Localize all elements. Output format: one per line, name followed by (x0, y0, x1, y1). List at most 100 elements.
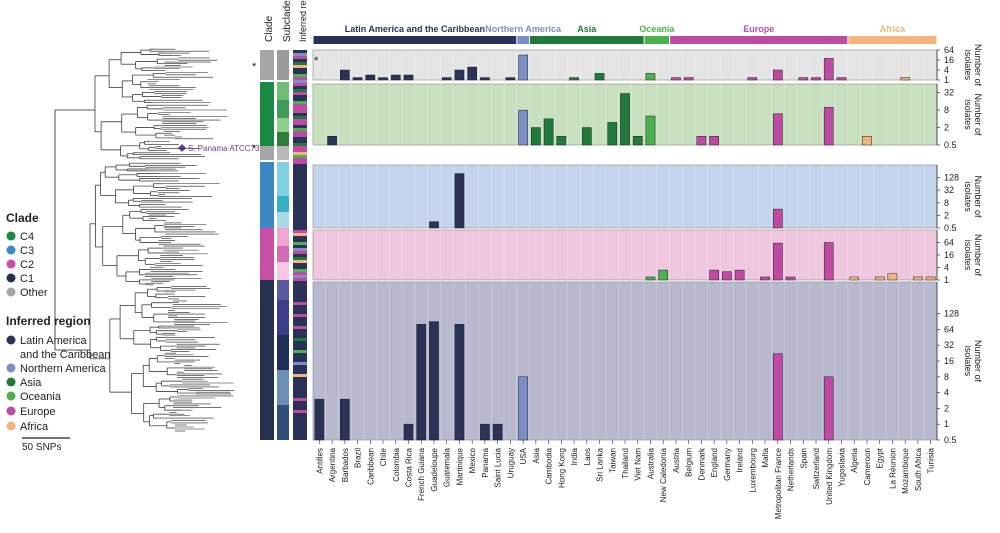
country-label: Caribbean (366, 448, 375, 485)
bar (772, 353, 783, 441)
bar (823, 376, 834, 441)
region-strip-segment (293, 98, 307, 101)
panel-background (312, 281, 938, 441)
bar (696, 136, 707, 146)
country-label: Germany (723, 448, 732, 481)
bar (734, 269, 745, 281)
bar (772, 242, 783, 281)
legend-clade-title: Clade (6, 211, 39, 225)
country-label: Antilles (315, 448, 324, 474)
region-strip-segment (293, 335, 307, 338)
region-strip-segment (293, 422, 307, 425)
region-strip-segment (293, 341, 307, 344)
country-label: Tunisia (927, 447, 936, 473)
country-label: Guatemala (443, 447, 452, 487)
region-strip-segment (293, 149, 307, 152)
bar (340, 398, 350, 441)
country-label: South Africa (914, 447, 923, 491)
region-strip-segment (293, 314, 307, 317)
region-header-bar (517, 36, 529, 44)
bar (709, 136, 719, 146)
y-tick-label: 32 (944, 88, 954, 98)
y-tick-label: 1 (944, 419, 949, 429)
y-tick-label: 2 (944, 403, 949, 413)
y-tick-label: 8 (944, 372, 949, 382)
reference-diamond-icon (178, 144, 186, 152)
clade-strip-segment (260, 50, 274, 80)
region-strip-segment (293, 164, 307, 167)
country-label: USA (519, 447, 528, 464)
region-strip-segment (293, 371, 307, 374)
region-strip-segment (293, 170, 307, 173)
subclade-strip-segment (277, 212, 289, 228)
legend-region-label: Europe (20, 406, 55, 418)
region-strip-segment (293, 428, 307, 431)
bar (531, 127, 541, 146)
region-strip-segment (293, 50, 307, 53)
region-strip-segment (293, 152, 307, 155)
region-strip-segment (293, 71, 307, 74)
bar (747, 77, 758, 81)
region-strip-segment (293, 356, 307, 359)
region-strip-segment (293, 257, 307, 260)
y-tick-label: 4 (944, 65, 949, 75)
region-strip-segment (293, 200, 307, 203)
region-strip-segment (293, 53, 307, 56)
region-strip-segment (293, 59, 307, 62)
region-strip-segment (293, 80, 307, 83)
country-label: Malta (761, 447, 770, 467)
region-header-bar (670, 36, 848, 44)
region-strip-segment (293, 347, 307, 350)
bar (378, 77, 388, 81)
subclade-column-header: Subclade (282, 0, 293, 42)
y-axis-label: isolates (963, 346, 973, 377)
region-strip-segment (293, 254, 307, 257)
legend-region-label: Asia (20, 377, 42, 389)
region-strip-segment (293, 125, 307, 128)
y-tick-label: 0.5 (944, 435, 957, 445)
bar (480, 423, 490, 441)
subclade-strip-segment (277, 100, 289, 118)
bar (518, 109, 528, 146)
region-strip-segment (293, 398, 307, 401)
y-tick-label: 2 (944, 210, 949, 220)
region-strip-segment (293, 206, 307, 209)
region-strip-segment (293, 74, 307, 77)
country-label: Chile (379, 447, 388, 466)
region-header-label: Africa (880, 24, 907, 34)
subclade-strip-segment (277, 118, 289, 132)
region-strip-segment (293, 419, 307, 422)
scale-bar-label: 50 SNPs (22, 442, 61, 453)
bar (722, 271, 732, 281)
bar (925, 276, 936, 281)
bar (900, 77, 910, 81)
region-strip-segment (293, 107, 307, 110)
region-strip-segment (293, 317, 307, 320)
region-strip-segment (293, 263, 307, 266)
country-label: Australia (646, 447, 655, 479)
bar (874, 276, 885, 281)
region-strip-segment (293, 374, 307, 377)
region-header-label: Northern America (485, 24, 562, 34)
region-strip-segment (293, 248, 307, 251)
region-strip-segment (293, 308, 307, 311)
bar (390, 74, 401, 81)
bar (671, 77, 681, 81)
legend-clade-label: C4 (20, 231, 34, 243)
subclade-strip-segment (277, 280, 289, 300)
y-tick-label: 32 (944, 185, 954, 195)
region-header-bar (313, 36, 517, 44)
region-strip-segment (293, 155, 307, 158)
region-strip-segment (293, 365, 307, 368)
country-label: Mexico (468, 447, 477, 473)
country-label: United Kingdom (825, 448, 834, 505)
region-strip-segment (293, 185, 307, 188)
region-header-label: Europe (743, 24, 774, 34)
region-strip-segment (293, 320, 307, 323)
region-strip-segment (293, 113, 307, 116)
legend-region-swatch (6, 391, 16, 401)
region-strip-segment (293, 425, 307, 428)
bar (543, 118, 554, 146)
legend-region-label: Africa (20, 421, 49, 433)
legend-region-label: Oceania (20, 391, 62, 403)
